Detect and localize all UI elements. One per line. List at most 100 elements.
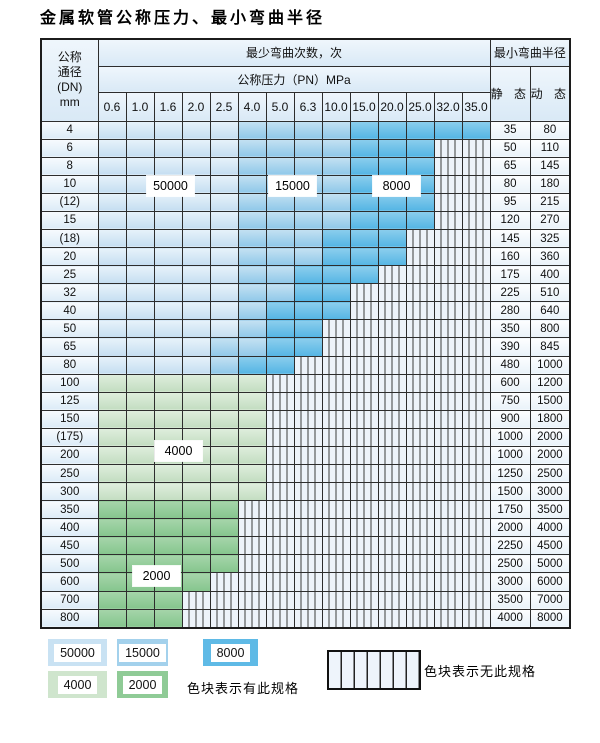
spec-cell-g2 (97, 536, 127, 556)
no-spec-cell (433, 192, 463, 212)
spec-cell-b3 (265, 319, 295, 339)
dn-cell: 600 (40, 572, 99, 592)
no-spec-cell (461, 265, 491, 285)
spec-cell-b1 (97, 156, 127, 176)
table-row: 500 2500 5000 (40, 554, 571, 574)
spec-cell-g2 (209, 554, 239, 574)
dn-cell: 125 (40, 391, 99, 411)
no-spec-cell (377, 518, 407, 538)
static-radius-value: 225 (489, 283, 531, 303)
spec-cell-b3 (293, 337, 323, 357)
spec-cell-b1 (97, 228, 127, 249)
legend-swatch-8000: 8000 (203, 639, 258, 666)
no-spec-cell (433, 590, 463, 610)
no-spec-cell (433, 355, 463, 375)
spec-cell-g1 (153, 373, 183, 393)
spec-cell-b1 (181, 355, 211, 375)
no-spec-cell (461, 228, 491, 249)
table-row: 50 350 800 (40, 319, 571, 339)
no-spec-cell (293, 500, 323, 520)
no-spec-cell (461, 138, 491, 158)
no-spec-cell (433, 156, 463, 176)
spec-cell-g2 (97, 572, 127, 592)
dynamic-radius-value: 4500 (529, 536, 571, 556)
spec-cell-b1 (97, 265, 127, 285)
pressure-col-label: 10.0 (321, 91, 351, 122)
spec-cell-b1 (153, 192, 183, 212)
spec-cell-b2 (237, 247, 267, 267)
spec-cell-b1 (125, 301, 155, 321)
spec-cell-b2 (237, 265, 267, 285)
spec-cell-b2 (321, 156, 351, 176)
legend-swatch-15000-value: 15000 (119, 643, 166, 662)
legend-swatch-4000-value: 4000 (57, 675, 98, 694)
spec-cell-g2 (97, 554, 127, 574)
spec-cell-b2 (237, 283, 267, 303)
spec-cell-b3 (405, 138, 435, 158)
spec-cell-b3 (405, 192, 435, 212)
spec-cell-b1 (209, 120, 239, 140)
spec-cell-b2 (265, 138, 295, 158)
table-row: 4 35 80 (40, 120, 571, 140)
spec-cell-g2 (97, 500, 127, 520)
spec-cell-g2 (153, 608, 183, 629)
no-spec-cell (293, 355, 323, 375)
spec-cell-b3 (321, 247, 351, 267)
spec-cell-g1 (237, 427, 267, 447)
dn-cell: 50 (40, 319, 99, 339)
dynamic-radius-value: 180 (529, 174, 571, 194)
no-spec-cell (377, 500, 407, 520)
dn-cell: 15 (40, 210, 99, 230)
static-radius-value: 50 (489, 138, 531, 158)
no-spec-cell (461, 355, 491, 375)
spec-cell-b2 (293, 247, 323, 267)
dn-cell: 350 (40, 500, 99, 520)
no-spec-cell (321, 319, 351, 339)
spec-cell-g1 (153, 482, 183, 502)
no-spec-cell (349, 608, 379, 629)
spec-cell-b2 (237, 337, 267, 357)
spec-cell-b2 (293, 156, 323, 176)
pressure-col-label: 0.6 (97, 91, 127, 122)
spec-cell-b1 (125, 156, 155, 176)
spec-cell-b3 (265, 301, 295, 321)
spec-cell-b1 (97, 247, 127, 267)
no-spec-cell (461, 192, 491, 212)
spec-cell-g2 (125, 608, 155, 629)
pressure-col-label: 1.6 (153, 91, 183, 122)
spec-cell-g2 (153, 536, 183, 556)
spec-cell-g2 (125, 518, 155, 538)
no-spec-cell (349, 463, 379, 484)
no-spec-cell (461, 373, 491, 393)
spec-cell-b1 (209, 319, 239, 339)
spec-cell-g2 (153, 590, 183, 610)
dynamic-radius-value: 360 (529, 247, 571, 267)
corner-header: 公称 通径 (DN) mm (40, 38, 99, 122)
spec-cell-g1 (97, 391, 127, 411)
no-spec-cell (377, 337, 407, 357)
spec-cell-b1 (97, 210, 127, 230)
no-spec-cell (321, 608, 351, 629)
table-row: 450 2250 4500 (40, 536, 571, 556)
no-spec-cell (349, 572, 379, 592)
no-spec-cell (293, 445, 323, 465)
dynamic-radius-value: 2500 (529, 463, 571, 484)
no-spec-cell (349, 283, 379, 303)
spec-cell-b2 (237, 228, 267, 249)
spec-cell-g1 (209, 409, 239, 429)
spec-cell-b3 (377, 247, 407, 267)
spec-cell-b2 (209, 337, 239, 357)
spec-cell-b1 (181, 265, 211, 285)
corner-line-2: 通径 (57, 65, 82, 80)
static-radius-value: 2000 (489, 518, 531, 538)
dn-cell: (12) (40, 192, 99, 212)
pressure-col-label: 35.0 (461, 91, 491, 122)
no-spec-cell (461, 590, 491, 610)
pressure-col-label: 6.3 (293, 91, 323, 122)
dynamic-radius-value: 215 (529, 192, 571, 212)
no-spec-cell (349, 554, 379, 574)
no-spec-cell (265, 427, 295, 447)
pressure-col-label: 20.0 (377, 91, 407, 122)
spec-cell-b1 (209, 265, 239, 285)
